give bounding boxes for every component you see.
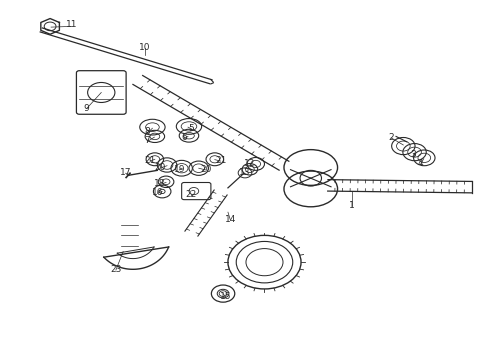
Text: 23: 23 [110, 265, 122, 274]
Text: 10: 10 [139, 43, 151, 52]
Text: 13: 13 [239, 168, 251, 177]
Text: 7: 7 [145, 136, 150, 145]
Text: 3: 3 [410, 150, 416, 159]
Text: 21: 21 [144, 156, 156, 165]
Text: 17: 17 [120, 168, 131, 177]
Text: 18: 18 [154, 179, 166, 188]
Text: 4: 4 [417, 159, 423, 168]
Text: 11: 11 [66, 20, 78, 29]
Text: 22: 22 [186, 190, 197, 199]
Text: 1: 1 [349, 201, 355, 210]
Text: 20: 20 [154, 163, 166, 172]
Text: 2: 2 [389, 132, 394, 141]
Text: 8: 8 [145, 127, 150, 136]
Text: 9: 9 [84, 104, 90, 113]
Text: 6: 6 [181, 133, 187, 142]
Text: 20: 20 [200, 165, 212, 174]
Text: 21: 21 [215, 156, 226, 165]
Text: 12: 12 [244, 159, 256, 168]
Text: 15: 15 [220, 292, 231, 301]
Text: 19: 19 [173, 165, 185, 174]
Text: 5: 5 [189, 124, 194, 133]
Text: 14: 14 [225, 215, 236, 224]
Text: 16: 16 [151, 188, 163, 197]
